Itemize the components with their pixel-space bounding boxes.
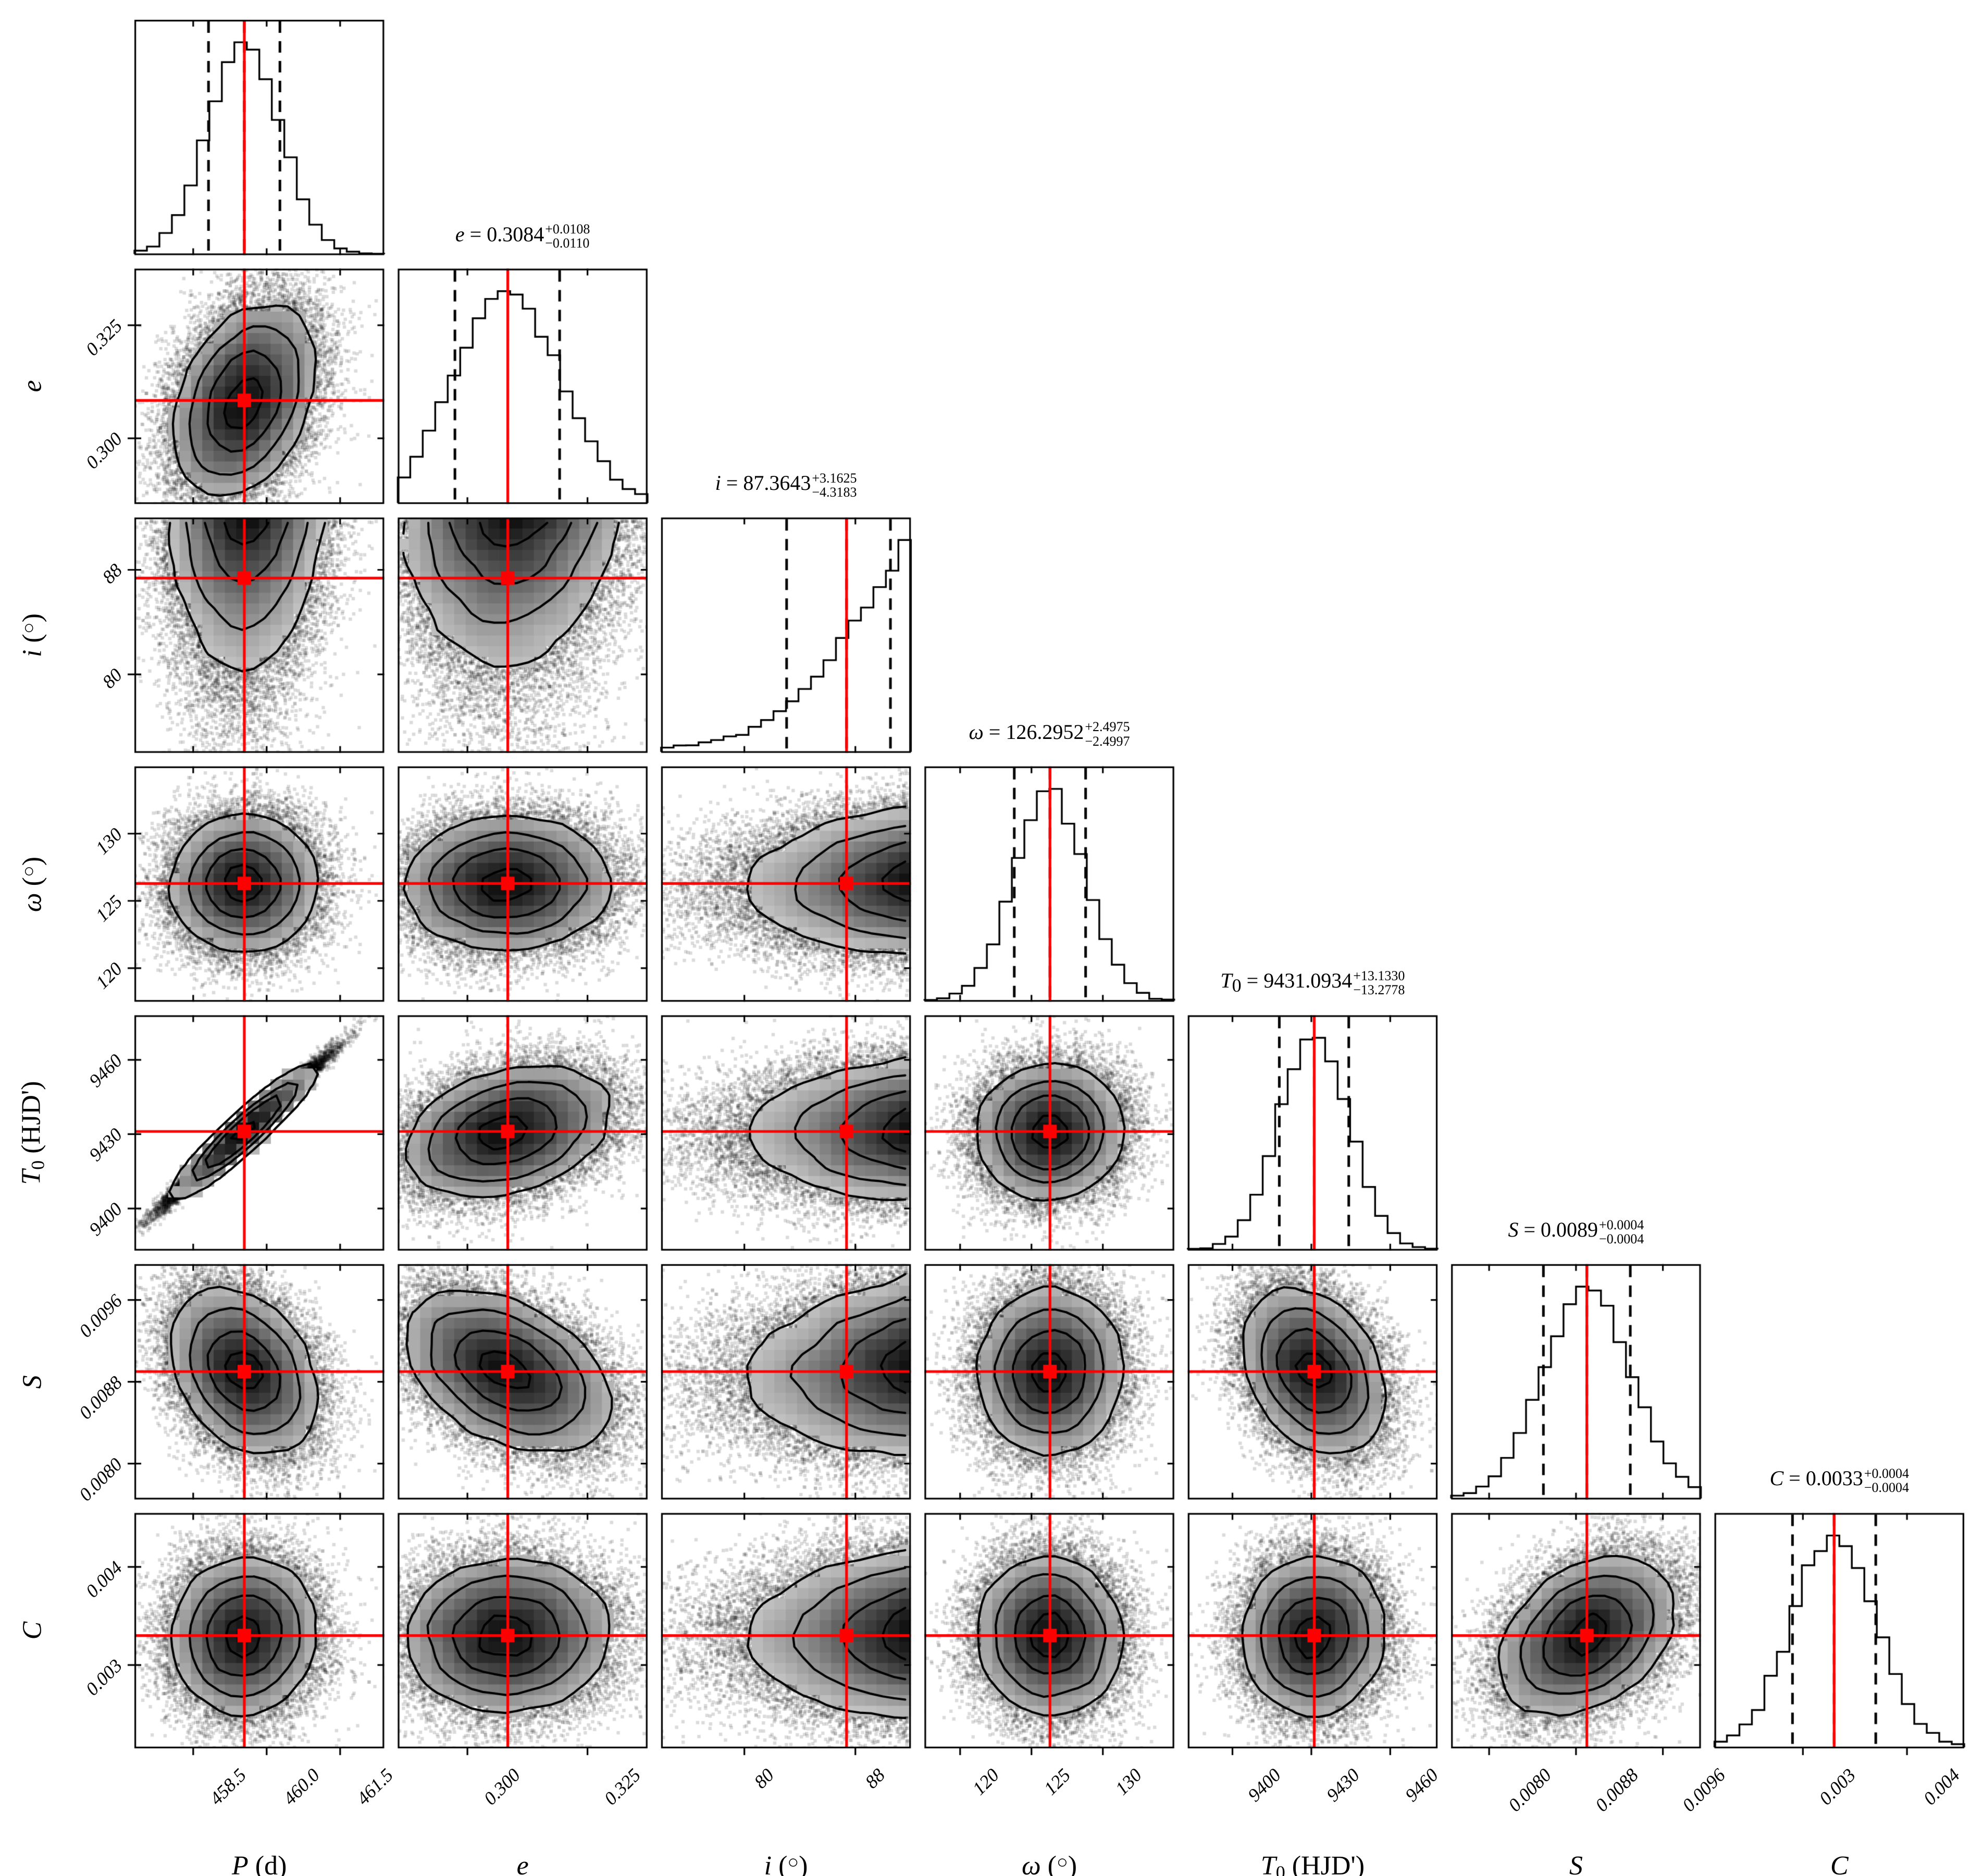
corner-plot-figure: P = 459.5439+0.7266−0.7314e = 0.3084+0.0…	[0, 0, 1971, 1876]
corner-plot-canvas	[0, 0, 1971, 1876]
